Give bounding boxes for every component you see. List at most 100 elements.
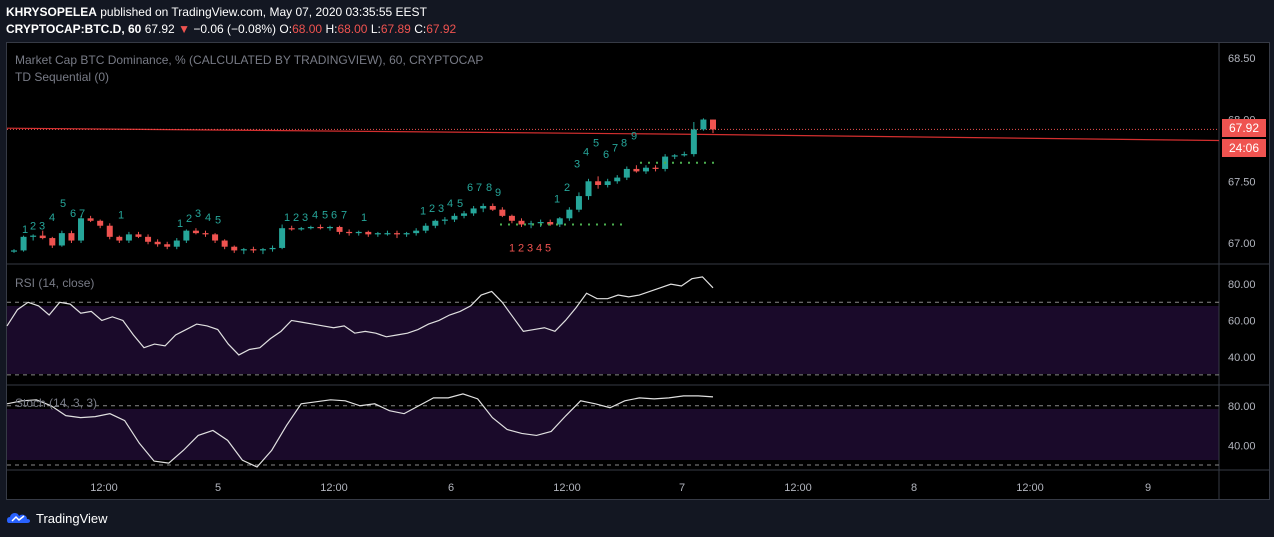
candle-body xyxy=(68,233,75,241)
rsi-tick-label: 40.00 xyxy=(1228,352,1256,364)
candle-body xyxy=(164,244,171,247)
low-label: L: xyxy=(370,22,381,36)
candle-body xyxy=(240,249,247,251)
author-name[interactable]: KHRYSOPELEA xyxy=(6,5,97,19)
candle-body xyxy=(537,222,544,224)
td-buy-count: 4 xyxy=(312,209,318,221)
candle-body xyxy=(221,240,228,247)
td-buy-count: 5 xyxy=(60,198,66,210)
candle-body xyxy=(154,241,161,245)
td-buy-count: 1 xyxy=(361,212,367,224)
td-buy-count: 6 xyxy=(331,209,337,221)
countdown-tag: 24:06 xyxy=(1222,139,1266,157)
candle-body xyxy=(681,154,688,156)
time-axis-label: 12:00 xyxy=(90,482,118,494)
main-pane-title: Market Cap BTC Dominance, % (CALCULATED … xyxy=(15,53,484,67)
time-axis-label: 9 xyxy=(1145,482,1151,494)
candle-body xyxy=(78,218,85,241)
candle-body xyxy=(173,240,180,247)
td-buy-count: 3 xyxy=(574,159,580,171)
candle-body xyxy=(307,226,314,229)
high-label: H: xyxy=(325,22,338,36)
candle-body xyxy=(259,249,266,251)
td-buy-count: 1 xyxy=(420,206,426,218)
td-buy-count: 7 xyxy=(612,143,618,155)
tradingview-cloud-icon xyxy=(7,513,30,523)
td-buy-count: 1 xyxy=(284,212,290,224)
td-buy-count: 8 xyxy=(486,182,492,194)
td-buy-count: 7 xyxy=(476,182,482,194)
candle-body xyxy=(575,196,582,210)
candle-body xyxy=(106,225,113,237)
td-buy-count: 8 xyxy=(621,138,627,150)
candle-body xyxy=(212,234,219,241)
candle-body xyxy=(499,209,506,216)
candle-body xyxy=(394,233,401,235)
rsi-tick-label: 60.00 xyxy=(1228,315,1256,327)
candle-body xyxy=(250,249,257,251)
candle-body xyxy=(125,234,132,241)
candle-body xyxy=(183,230,190,241)
candle-body xyxy=(269,247,276,250)
td-buy-count: 7 xyxy=(341,209,347,221)
candle-body xyxy=(633,168,640,172)
publish-text: published on TradingView.com, May 07, 20… xyxy=(96,5,427,19)
candle-body xyxy=(642,167,649,172)
stoch-line xyxy=(6,393,714,468)
time-axis-label: 12:00 xyxy=(320,482,348,494)
open-value: 68.00 xyxy=(292,22,323,36)
td-buy-count: 1 xyxy=(554,193,560,205)
price-tick-label: 67.50 xyxy=(1228,176,1256,188)
candle-body xyxy=(451,215,458,220)
candle-body xyxy=(346,231,353,234)
candle-body xyxy=(116,236,123,241)
td-buy-count: 5 xyxy=(322,209,328,221)
td-buy-count: 5 xyxy=(593,138,599,150)
time-axis-label: 7 xyxy=(679,482,685,494)
down-arrow-icon: ▼ xyxy=(178,22,190,36)
rsi-pane-title: RSI (14, close) xyxy=(15,276,95,290)
close-value: 67.92 xyxy=(426,22,457,36)
candle-body xyxy=(97,220,104,226)
td-buy-count: 6 xyxy=(603,149,609,161)
open-label: O: xyxy=(279,22,293,36)
candle-body xyxy=(623,168,630,178)
td-buy-count: 2 xyxy=(186,213,192,225)
td-buy-count: 3 xyxy=(195,208,201,220)
rsi-tick-label: 80.00 xyxy=(1228,279,1256,291)
candle-body xyxy=(202,233,209,235)
last-price: 67.92 xyxy=(144,22,175,36)
td-sell-count: 5 xyxy=(545,243,551,255)
quote-line: CRYPTOCAP:BTC.D, 60 67.92 ▼ −0.06 (−0.08… xyxy=(6,22,456,36)
low-value: 67.89 xyxy=(380,22,411,36)
candle-body xyxy=(336,226,343,232)
brand-logo[interactable]: TradingView xyxy=(6,510,108,526)
td-buy-count: 5 xyxy=(215,214,221,226)
time-axis-label: 12:00 xyxy=(553,482,581,494)
candle-body xyxy=(528,223,535,225)
candle-body xyxy=(279,228,286,248)
stoch-tick-label: 40.00 xyxy=(1228,440,1256,452)
candle-body xyxy=(461,213,468,216)
td-buy-count: 2 xyxy=(293,212,299,224)
td-buy-count: 6 xyxy=(70,208,76,220)
td-buy-count: 9 xyxy=(631,130,637,142)
td-buy-count: 1 xyxy=(177,218,183,230)
candle-body xyxy=(317,226,324,229)
candle-body xyxy=(556,218,563,225)
td-sell-count: 3 xyxy=(527,243,533,255)
td-sell-count: 1 xyxy=(509,243,515,255)
candle-body xyxy=(470,208,477,214)
moving-average-line xyxy=(6,127,1220,142)
price-tick-label: 68.50 xyxy=(1228,53,1256,65)
td-sell-count: 2 xyxy=(518,243,524,255)
time-axis-label: 6 xyxy=(448,482,454,494)
td-buy-count: 4 xyxy=(583,146,589,158)
symbol-label: CRYPTOCAP:BTC.D, 60 xyxy=(6,22,142,36)
candle-body xyxy=(58,233,65,246)
candle-body xyxy=(432,220,439,226)
time-axis-label: 12:00 xyxy=(784,482,812,494)
candle-body xyxy=(441,219,448,221)
close-label: C: xyxy=(414,22,427,36)
